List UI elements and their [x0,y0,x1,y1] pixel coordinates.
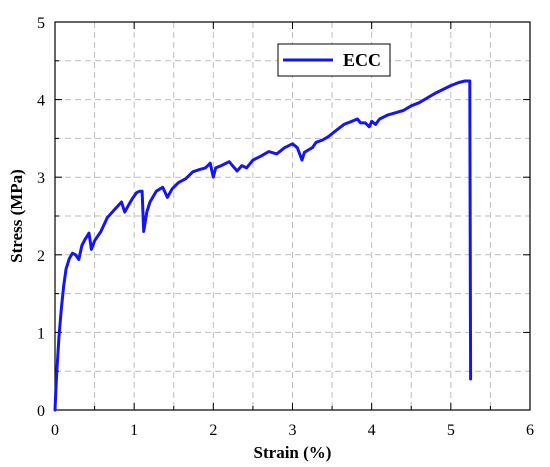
ecc-series-line [53,79,473,412]
x-axis-title: Strain (%) [254,443,332,462]
legend-label-ecc: ECC [343,50,381,70]
grid-lines [55,22,530,410]
y-tick-labels: 0 1 2 3 4 5 [37,15,45,420]
y-axis-title: Stress (MPa) [7,169,26,263]
x-tick-labels: 0 1 2 3 4 5 6 [51,422,534,439]
y-tick-label: 1 [37,325,45,342]
x-tick-label: 2 [209,422,217,439]
x-tick-label: 6 [526,422,534,439]
x-tick-label: 5 [447,422,455,439]
x-tick-label: 0 [51,422,59,439]
legend: ECC [277,43,391,77]
y-tick-label: 4 [37,93,45,110]
x-tick-label: 4 [368,422,376,439]
x-tick-label: 1 [130,422,138,439]
y-tick-label: 3 [37,170,45,187]
y-tick-label: 0 [37,403,45,420]
y-tick-label: 5 [37,15,45,32]
x-tick-label: 3 [289,422,297,439]
y-tick-label: 2 [37,248,45,265]
